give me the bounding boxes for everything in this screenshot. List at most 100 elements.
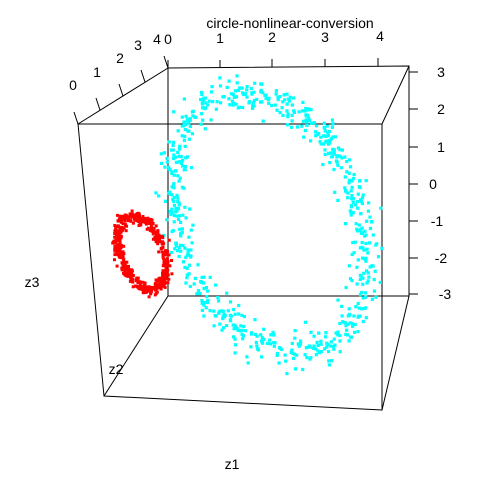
- red-point: [118, 249, 122, 253]
- red-point: [119, 218, 123, 222]
- cyan-point: [322, 121, 326, 125]
- cyan-point: [334, 331, 338, 335]
- cyan-point: [290, 341, 294, 345]
- cyan-point: [167, 167, 171, 171]
- cyan-point: [355, 227, 359, 231]
- cyan-point: [200, 101, 204, 105]
- red-point: [141, 291, 145, 295]
- red-point: [120, 267, 124, 271]
- red-point: [124, 229, 128, 233]
- cyan-point: [299, 339, 303, 343]
- cyan-point: [350, 179, 354, 183]
- cyan-point: [236, 312, 241, 316]
- cyan-point: [332, 148, 336, 152]
- z2-tick-label: 0: [69, 77, 77, 93]
- cyan-point: [186, 155, 190, 159]
- cyan-point: [167, 165, 171, 169]
- red-point: [113, 224, 117, 227]
- red-point: [129, 218, 133, 222]
- cyan-point: [345, 333, 350, 337]
- cyan-point: [236, 106, 240, 110]
- cyan-point: [338, 339, 342, 343]
- cyan-point: [209, 90, 213, 94]
- cyan-point: [259, 333, 263, 337]
- cyan-point: [176, 200, 180, 204]
- cyan-point: [348, 165, 353, 169]
- cyan-point: [233, 89, 237, 93]
- cyan-point: [361, 193, 365, 197]
- red-point: [167, 238, 171, 242]
- cyan-point: [317, 331, 321, 335]
- cyan-point: [308, 345, 312, 349]
- red-point: [127, 268, 131, 272]
- cyan-point: [355, 265, 359, 269]
- cyan-point: [212, 324, 216, 328]
- cyan-point: [169, 213, 173, 217]
- cyan-point: [214, 283, 218, 287]
- cyan-point: [165, 218, 169, 222]
- cyan-point: [358, 293, 363, 297]
- cyan-point: [196, 289, 201, 293]
- cyan-point: [348, 321, 352, 325]
- cyan-point: [315, 340, 319, 344]
- cyan-point: [253, 332, 257, 336]
- cyan-point: [286, 115, 290, 119]
- red-point: [136, 281, 140, 285]
- cyan-point: [189, 228, 193, 232]
- red-point: [143, 286, 147, 290]
- red-point: [160, 234, 164, 238]
- red-point: [113, 235, 117, 239]
- red-point: [114, 231, 117, 235]
- cyan-point: [326, 350, 331, 354]
- cyan-point: [338, 333, 342, 338]
- cyan-point: [347, 178, 351, 182]
- red-point: [163, 285, 167, 289]
- red-point: [161, 245, 165, 249]
- cyan-point: [172, 199, 176, 203]
- cyan-point: [176, 129, 180, 133]
- red-point: [137, 213, 141, 217]
- red-point: [116, 246, 120, 250]
- cyan-point: [309, 139, 313, 143]
- red-point: [133, 284, 137, 288]
- cyan-point: [328, 344, 333, 348]
- cyan-point: [235, 74, 239, 78]
- cyan-point: [365, 281, 369, 285]
- cyan-point: [354, 305, 358, 309]
- cyan-point: [260, 100, 264, 104]
- cyan-point: [198, 292, 202, 296]
- cyan-point: [361, 319, 365, 324]
- red-point: [161, 254, 165, 258]
- cyan-point: [185, 253, 189, 257]
- red-point: [170, 259, 173, 262]
- cyan-point: [239, 324, 243, 328]
- cyan-point: [340, 314, 344, 318]
- red-point: [143, 282, 147, 286]
- red-point: [167, 253, 171, 257]
- cyan-point: [376, 255, 381, 259]
- cyan-point: [380, 246, 384, 250]
- cyan-point: [203, 107, 207, 111]
- cyan-point: [323, 335, 328, 339]
- red-point: [144, 222, 148, 226]
- cyan-point: [356, 199, 360, 204]
- cyan-point: [332, 337, 336, 341]
- red-point: [142, 289, 145, 292]
- cyan-point: [330, 137, 334, 141]
- red-point: [153, 237, 157, 241]
- red-point: [116, 238, 120, 242]
- cyan-point: [202, 303, 206, 307]
- cyan-point: [330, 118, 334, 122]
- cyan-point: [322, 125, 326, 129]
- cyan-point: [171, 197, 175, 201]
- cyan-point: [200, 308, 204, 312]
- cyan-point: [177, 227, 182, 231]
- cyan-point: [250, 91, 254, 95]
- cyan-point: [172, 220, 176, 224]
- cyan-point: [358, 246, 362, 250]
- cyan-point: [296, 342, 300, 346]
- red-point: [154, 224, 158, 228]
- cyan-point: [350, 322, 354, 326]
- cyan-point: [228, 103, 232, 107]
- cyan-point: [356, 330, 360, 334]
